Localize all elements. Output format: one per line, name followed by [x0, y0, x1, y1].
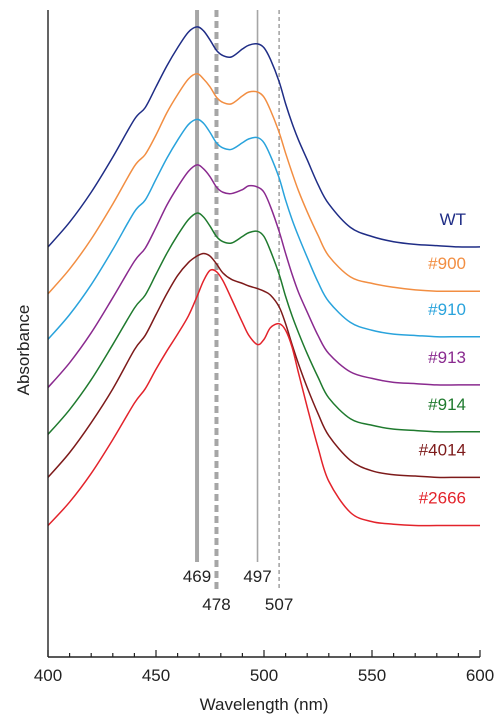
- trace-wt: [47, 26, 481, 248]
- x-tick-label: 500: [250, 666, 278, 685]
- axes: 400 450 500 550 600 Wavelength (nm) Absorban…: [14, 10, 494, 714]
- x-tick-label: 450: [142, 666, 170, 685]
- wavelength-label-497: 497: [243, 567, 271, 586]
- series-label-913: #913: [428, 348, 466, 367]
- x-tick-label: 400: [34, 666, 62, 685]
- absorbance-traces: [47, 26, 481, 527]
- series-label-900: #900: [428, 254, 466, 273]
- reference-lines: [195, 10, 280, 590]
- trace-2666: [47, 268, 480, 527]
- series-label-4014: #4014: [419, 440, 466, 459]
- trace-4014: [47, 252, 480, 479]
- trace-913: [47, 164, 480, 389]
- x-tick-label: 550: [358, 666, 386, 685]
- x-axis-title: Wavelength (nm): [200, 695, 329, 714]
- trace-910: [47, 118, 480, 340]
- wavelength-label-469: 469: [183, 567, 211, 586]
- series-label-2666: #2666: [419, 489, 466, 508]
- trace-914: [47, 212, 480, 435]
- x-axis-ticks: 400 450 500 550 600: [34, 650, 494, 685]
- wavelength-labels: 469 478 497 507: [183, 567, 293, 614]
- y-axis-title: Absorbance: [14, 305, 33, 396]
- x-tick-label: 600: [466, 666, 494, 685]
- series-label-910: #910: [428, 300, 466, 319]
- series-labels: WT #900 #910 #913 #914 #4014 #2666: [419, 210, 466, 508]
- series-label-wt: WT: [440, 210, 466, 229]
- series-label-914: #914: [428, 395, 466, 414]
- wavelength-label-507: 507: [265, 595, 293, 614]
- trace-900: [47, 73, 480, 295]
- wavelength-label-478: 478: [202, 595, 230, 614]
